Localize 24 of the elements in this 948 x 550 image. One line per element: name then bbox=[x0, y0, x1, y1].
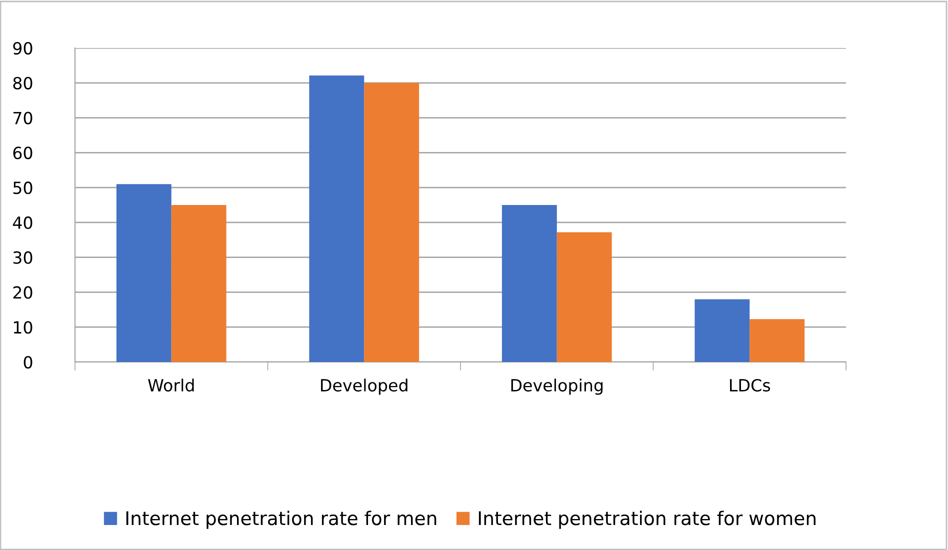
legend-label: Internet penetration rate for women bbox=[478, 510, 816, 529]
bar bbox=[502, 205, 557, 362]
bar bbox=[171, 205, 226, 362]
y-tick-label: 0 bbox=[24, 356, 32, 369]
bar bbox=[364, 82, 420, 362]
y-tick-label: 10 bbox=[14, 321, 32, 334]
legend-label: Internet penetration rate for men bbox=[126, 510, 436, 529]
y-tick-label: 90 bbox=[13, 42, 32, 55]
x-tick-label: Developing bbox=[511, 378, 603, 395]
bar bbox=[556, 232, 612, 362]
y-tick-label: 50 bbox=[13, 182, 32, 194]
bar bbox=[309, 76, 364, 362]
x-tick-label: LDCs bbox=[730, 378, 770, 392]
x-tick-label: Developed bbox=[321, 378, 408, 395]
y-tick-label: 20 bbox=[13, 286, 32, 299]
y-tick-label: 70 bbox=[13, 112, 32, 124]
y-tick-label: 60 bbox=[13, 146, 32, 160]
bar bbox=[750, 319, 805, 362]
y-tick-label: 80 bbox=[13, 76, 32, 90]
y-tick-label: 30 bbox=[13, 251, 32, 264]
bar bbox=[694, 299, 750, 362]
bar bbox=[116, 184, 172, 362]
y-tick-label: 40 bbox=[12, 216, 32, 230]
x-tick-label: World bbox=[148, 378, 194, 392]
